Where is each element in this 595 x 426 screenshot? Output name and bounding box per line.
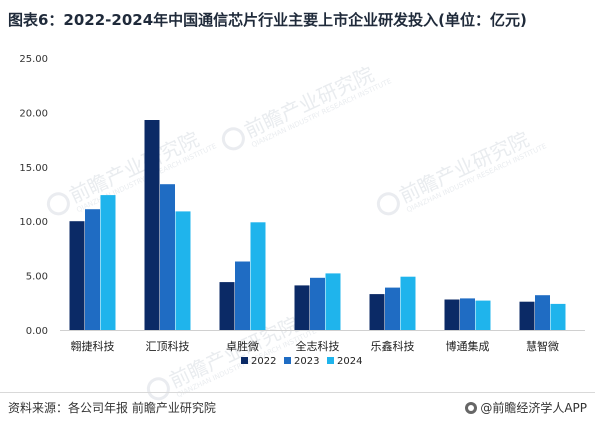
legend-label-2023: 2023: [294, 356, 319, 367]
legend-swatch-2024: [327, 357, 334, 364]
y-axis: 0.00 5.00 10.00 15.00 20.00 25.00: [19, 54, 48, 337]
bar-2024: [325, 273, 341, 330]
x-tick-label: 乐鑫科技: [371, 339, 415, 353]
x-axis: 翱捷科技 汇顶科技 卓胜微 全志科技 乐鑫科技 博通集成 慧智微: [71, 339, 560, 353]
bars-layer: [69, 120, 566, 330]
watermark-logo-icon: [376, 192, 400, 216]
bar-2022: [444, 299, 460, 330]
watermark-logo-icon: [146, 377, 170, 401]
y-tick-label: 5.00: [26, 272, 48, 283]
bar-2024: [475, 300, 491, 330]
x-tick-label: 汇顶科技: [146, 339, 190, 353]
x-tick-label: 博通集成: [446, 339, 490, 353]
bar-2023: [310, 277, 325, 330]
y-tick-label: 25.00: [19, 54, 48, 65]
bar-2024: [175, 211, 191, 330]
bar-2023: [160, 184, 175, 330]
bar-2024: [100, 195, 116, 330]
watermark-text: 前瞻产业研究院: [66, 127, 203, 208]
bar-2023: [85, 209, 100, 330]
y-tick-label: 15.00: [19, 163, 48, 174]
y-tick-label: 10.00: [19, 217, 48, 228]
bar-2022: [144, 120, 160, 330]
watermark-logo-icon: [46, 192, 70, 216]
chart-title: 图表6：2022-2024年中国通信芯片行业主要上市企业研发投入(单位：亿元): [8, 11, 527, 29]
brand-logo-icon: [465, 401, 478, 414]
y-tick-label: 20.00: [19, 108, 48, 119]
brand-tag: @前瞻经济学人APP: [465, 399, 587, 416]
x-tick-label: 慧智微: [526, 339, 559, 353]
brand-label: @前瞻经济学人APP: [480, 401, 587, 415]
legend-swatch-2023: [284, 357, 291, 364]
bar-2024: [400, 276, 416, 330]
legend-label-2022: 2022: [251, 356, 276, 367]
legend-swatch-2022: [241, 357, 248, 364]
x-tick-label: 翱捷科技: [71, 339, 115, 353]
bar-2022: [69, 221, 85, 330]
watermark-text: 前瞻产业研究院: [396, 127, 533, 208]
bar-2023: [535, 295, 550, 330]
source-note: 资料来源：各公司年报 前瞻产业研究院: [8, 401, 216, 415]
bar-2022: [294, 285, 310, 330]
y-tick-label: 0.00: [26, 326, 48, 337]
bar-2024: [250, 222, 266, 330]
bar-2022: [519, 301, 535, 330]
legend: 2022 2023 2024: [241, 356, 362, 367]
bar-2022: [219, 282, 235, 330]
watermark-logo-icon: [221, 127, 245, 151]
watermark-text: 前瞻产业研究院: [241, 62, 378, 143]
footer-divider: [0, 392, 595, 393]
bar-2023: [235, 261, 250, 330]
legend-label-2024: 2024: [337, 356, 362, 367]
bar-2023: [460, 298, 475, 330]
bar-2023: [385, 287, 400, 330]
x-tick-label: 全志科技: [296, 339, 340, 353]
bar-2022: [369, 294, 385, 330]
x-tick-label: 卓胜微: [226, 339, 259, 353]
bar-2024: [550, 303, 566, 330]
